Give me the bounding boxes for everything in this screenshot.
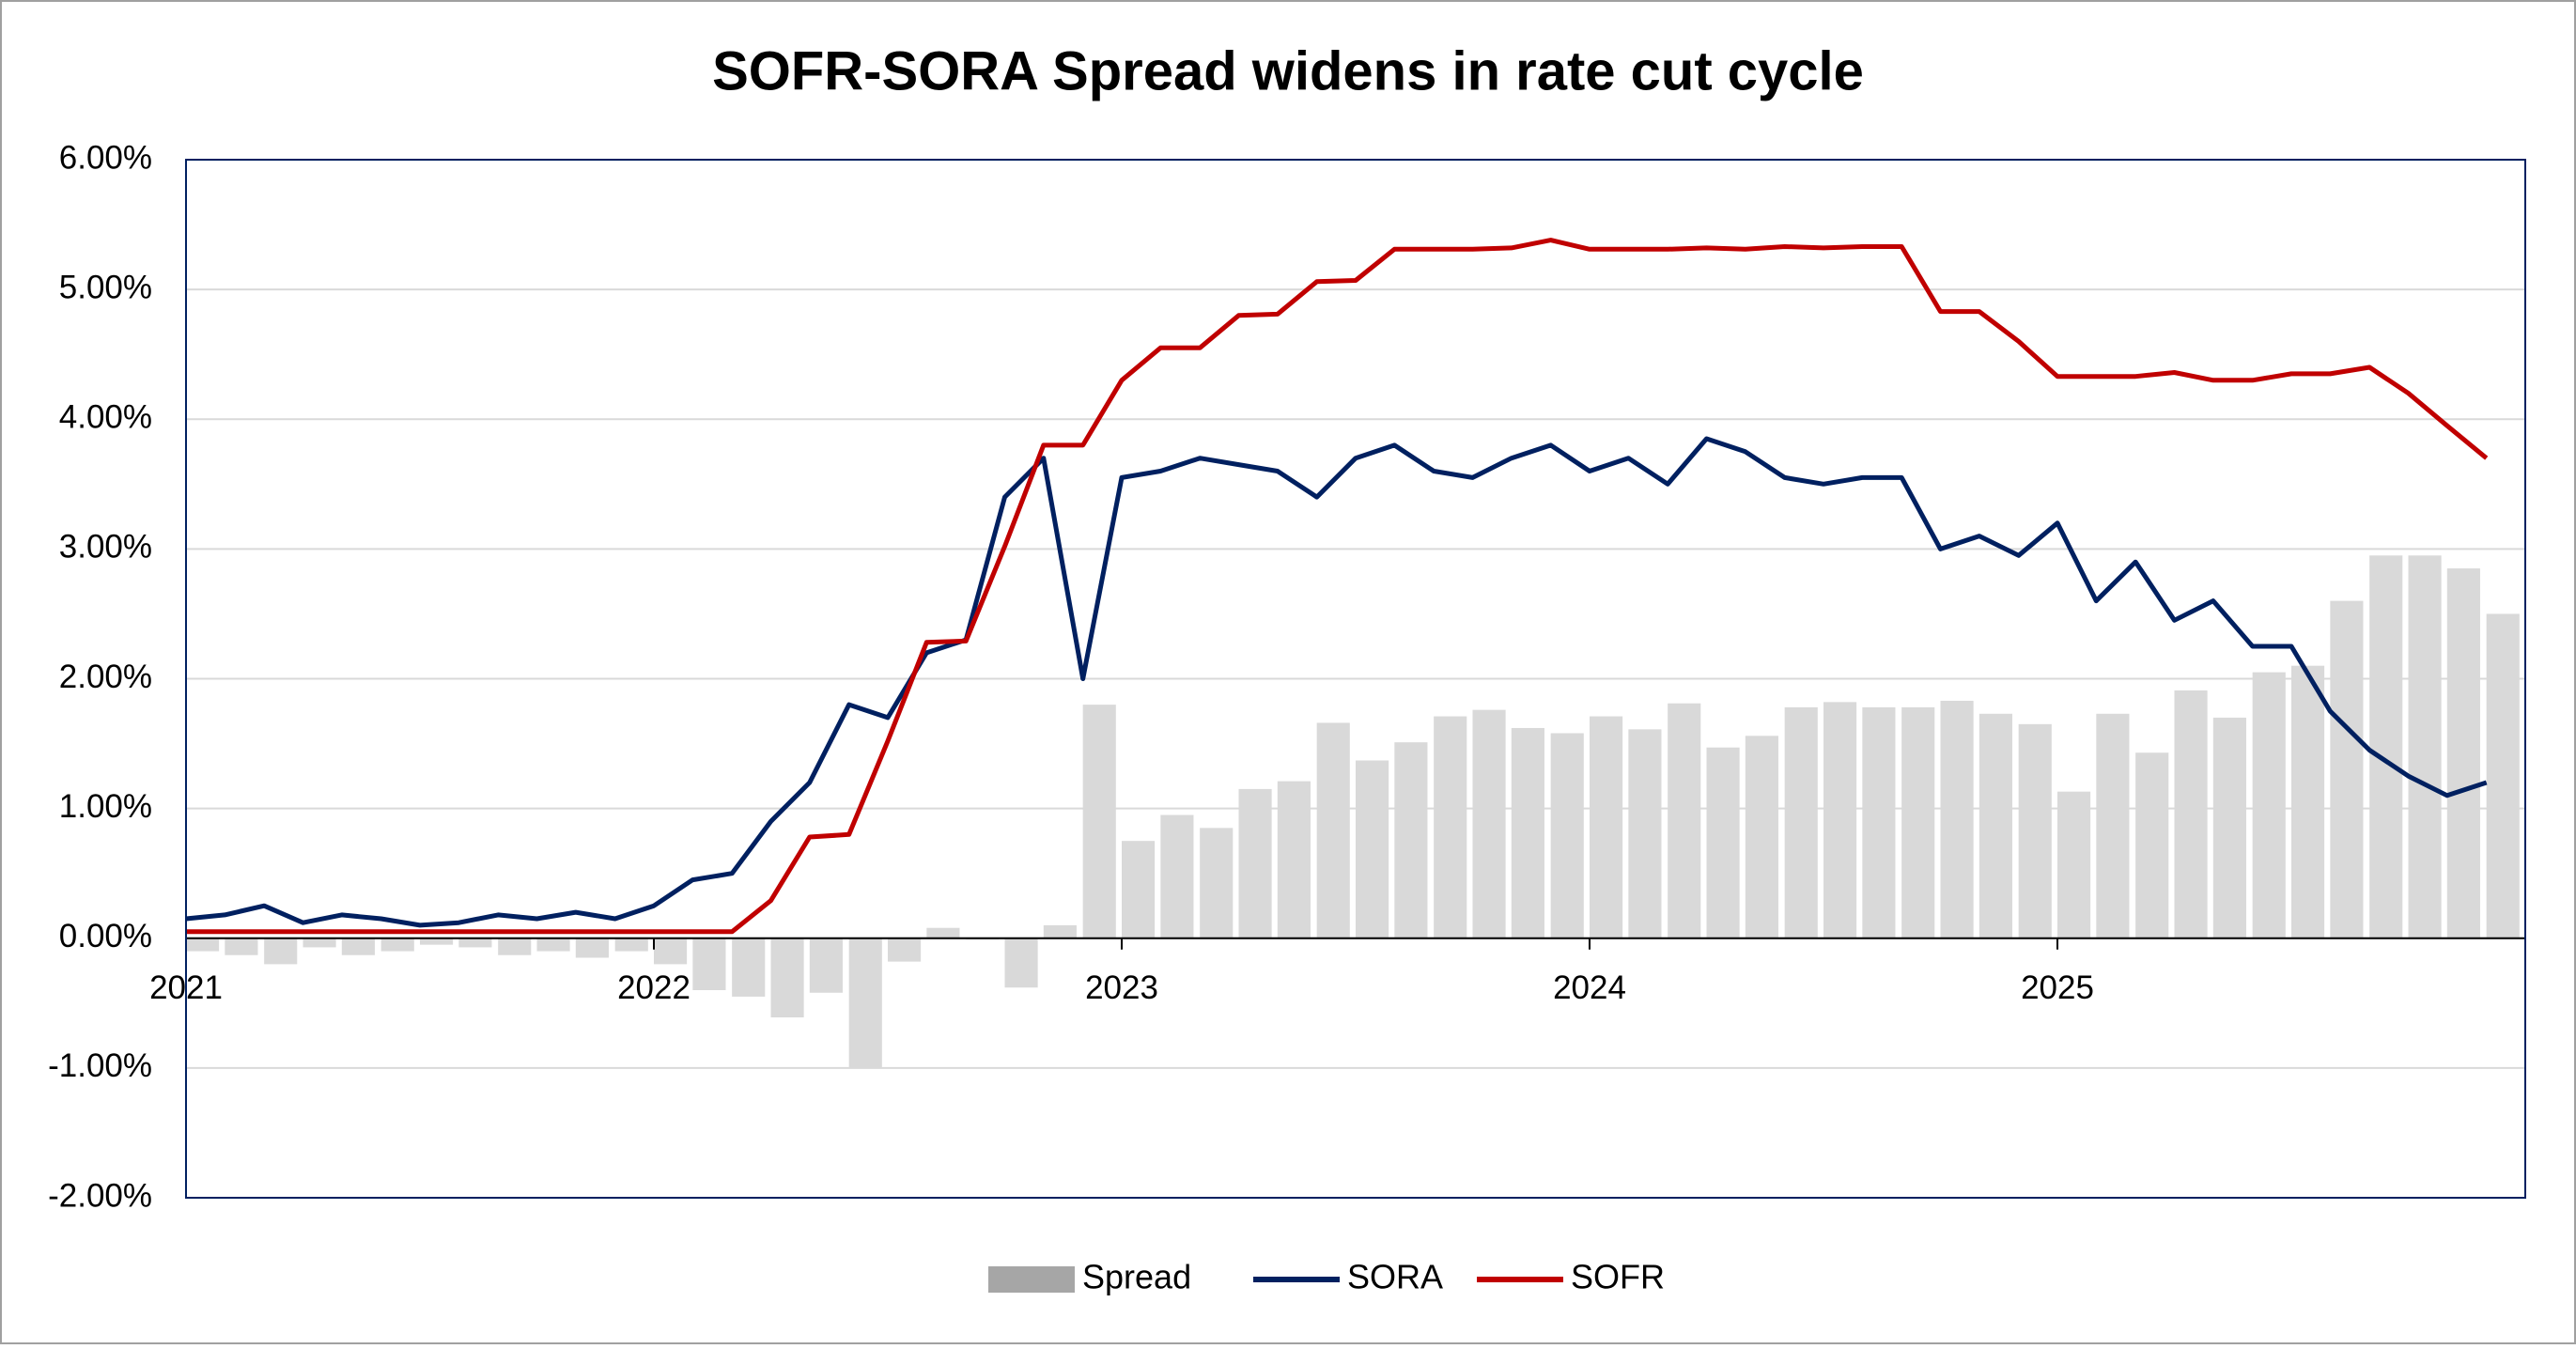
spread-bar [2174, 690, 2208, 938]
spread-bar [1082, 705, 1116, 938]
plot-border [185, 159, 2526, 1199]
spread-bar [1590, 716, 1623, 938]
spread-bar [2018, 723, 2052, 938]
spread-bar [1277, 781, 1311, 938]
spread-bar [692, 938, 726, 990]
spread-bar [1356, 760, 1389, 938]
spread-bar [1004, 938, 1038, 988]
spread-bar [2291, 665, 2325, 938]
y-tick-label: 4.00% [59, 399, 152, 436]
spread-bar [303, 938, 336, 948]
y-tick-label: 5.00% [59, 269, 152, 305]
y-tick-label: 6.00% [59, 139, 152, 176]
spread-bar [1901, 706, 1935, 938]
spread-bar [614, 938, 648, 952]
x-tick-label: 2025 [2021, 969, 2094, 1006]
spread-bar [2057, 791, 2091, 938]
spread-bar [186, 938, 220, 952]
spread-bar [1668, 703, 1701, 938]
spread-bar [1550, 733, 1584, 938]
spread-bar [1823, 702, 1857, 938]
spread-bar [225, 938, 258, 955]
spread-bar [848, 938, 882, 1068]
spread-bar [1511, 727, 1544, 938]
spread-bar [498, 938, 532, 955]
spread-bar [2446, 568, 2480, 938]
legend-label: SORA [1347, 1258, 1443, 1296]
x-tick-label: 2022 [617, 969, 691, 1006]
spread-bar [1434, 716, 1467, 938]
plot-area [185, 238, 2520, 1068]
spread-bar [926, 927, 960, 938]
spread-bar [2486, 613, 2520, 938]
x-tick-label: 2023 [1085, 969, 1158, 1006]
spread-bar [1745, 736, 1778, 938]
spread-bar [770, 938, 804, 1018]
spread-bar [1472, 709, 1506, 938]
spread-bar [1122, 841, 1156, 938]
y-tick-label: 0.00% [59, 918, 152, 954]
spread-bar [536, 938, 570, 952]
spread-bar [809, 938, 843, 993]
spread-bar [1940, 700, 1974, 938]
spread-bar [1784, 706, 1818, 938]
spread-bar [2330, 600, 2364, 938]
spread-bar [1862, 706, 1896, 938]
spread-bar [888, 938, 922, 962]
spread-bar [1238, 788, 1272, 938]
spread-bar [2408, 555, 2442, 938]
spread-bar [654, 938, 688, 965]
spread-bar [1160, 814, 1194, 938]
y-tick-label: 3.00% [59, 529, 152, 566]
spread-bar [1706, 747, 1740, 938]
spread-bar [2252, 672, 2286, 938]
y-tick-label: -2.00% [48, 1177, 152, 1214]
legend-label: SOFR [1571, 1258, 1665, 1296]
legend-swatch [988, 1266, 1075, 1293]
spread-bar [1394, 742, 1428, 938]
y-tick-label: 2.00% [59, 659, 152, 695]
series-line [186, 238, 2489, 935]
spread-bar [1979, 713, 2012, 938]
legend-label: Spread [1082, 1258, 1191, 1296]
spread-bar [341, 938, 375, 955]
spread-bar [1628, 729, 1662, 938]
y-tick-label: -1.00% [48, 1047, 152, 1084]
spread-bar [458, 938, 492, 948]
series-line [185, 436, 2488, 928]
spread-bar [1316, 722, 1350, 938]
spread-bar [1043, 924, 1077, 938]
spread-bar [264, 938, 298, 965]
spread-bar [575, 938, 609, 958]
spread-bar [2096, 713, 2130, 938]
spread-bar [732, 938, 766, 997]
spread-bar [1200, 828, 1234, 938]
chart-title: SOFR-SORA Spread widens in rate cut cycl… [712, 40, 1864, 101]
x-tick-label: 2024 [1553, 969, 1626, 1006]
spread-bar [2369, 555, 2403, 938]
spread-bar [2212, 717, 2246, 938]
spread-bar [420, 938, 454, 945]
y-tick-label: 1.00% [59, 788, 152, 825]
spread-bar [380, 938, 414, 952]
spread-bar [2135, 752, 2169, 938]
